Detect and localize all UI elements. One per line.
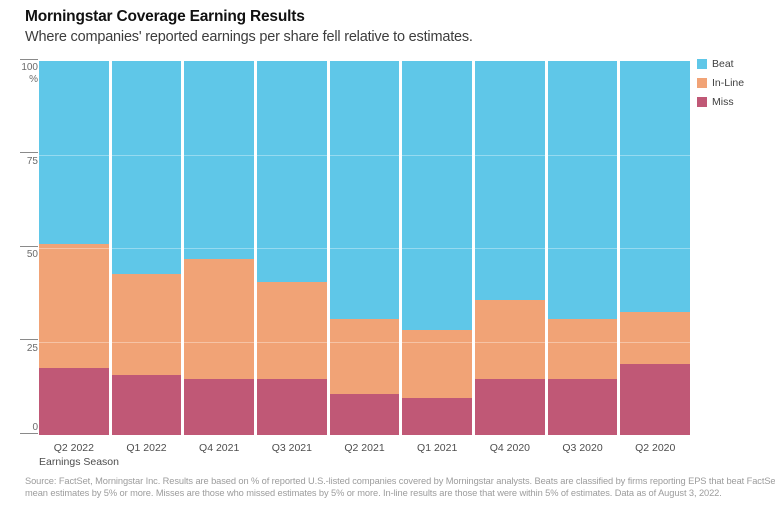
bar-segment-beat: [475, 61, 545, 301]
source-note: Source: FactSet, Morningstar Inc. Result…: [25, 475, 775, 499]
bar-segment-beat: [257, 61, 327, 282]
legend-swatch-icon: [697, 97, 707, 107]
legend-swatch-icon: [697, 59, 707, 69]
bar-segment-miss: [39, 367, 109, 435]
x-tick-label-q3-2020: Q3 2020: [562, 442, 603, 454]
bar-q3-2020: [547, 61, 618, 435]
y-tick-label-100: 100: [21, 62, 38, 73]
bar-segment-miss: [475, 378, 545, 435]
x-tick-label-q4-2020: Q4 2020: [489, 442, 531, 454]
y-tick-line-100: [20, 58, 38, 60]
gridline-50: [39, 248, 690, 249]
bar-segment-beat: [329, 61, 400, 320]
bar-q4-2020: [475, 61, 545, 435]
page-title: Morningstar Coverage Earning Results: [25, 8, 305, 25]
bar-q2-2022: [39, 61, 109, 435]
x-tick-label-q3-2021: Q3 2021: [271, 442, 312, 454]
x-axis: Q2 2022 Q1 2022 Q4 2021 Q3 2021 Q2 2021 Q1 20…: [39, 442, 690, 454]
y-tick-label-75: 75: [26, 155, 38, 167]
gridline-75: [39, 154, 690, 156]
gridline-25: [39, 341, 690, 343]
bar-q2-2021: [329, 61, 400, 435]
bar-segment-beat: [547, 61, 618, 320]
legend-label: In-Line: [712, 77, 745, 89]
bar-segment-miss: [111, 375, 182, 435]
bar-segment-in-line: [111, 274, 182, 376]
bar-segment-beat: [39, 61, 109, 245]
y-axis: 100% 75 50 25 0: [0, 58, 39, 435]
bar-q1-2022: [111, 61, 182, 435]
bar-q4-2021: [184, 61, 255, 435]
plot-area: [39, 61, 691, 435]
bar-segment-in-line: [39, 244, 109, 368]
bar-segment-in-line: [257, 281, 327, 379]
bar-q2-2020: [620, 61, 691, 435]
bar-segment-in-line: [620, 311, 691, 364]
bar-segment-miss: [329, 393, 400, 435]
legend-item-miss: Miss: [697, 96, 744, 108]
y-tick-line-50: [20, 245, 38, 247]
y-axis-unit: %: [29, 74, 38, 85]
legend-swatch-icon: [697, 78, 707, 88]
bar-segment-miss: [547, 378, 618, 435]
bar-segment-miss: [184, 378, 255, 435]
legend-item-in-line: In-Line: [697, 77, 744, 89]
bar-segment-beat: [620, 61, 691, 312]
bar-segment-in-line: [475, 300, 545, 379]
x-tick-label-q2-2021: Q2 2021: [344, 442, 385, 454]
bar-segment-in-line: [329, 319, 400, 394]
x-tick-label-q4-2021: Q4 2021: [199, 442, 240, 454]
y-tick-label-0: 0: [32, 422, 38, 433]
source-line-2: mean estimates by 5% or more. Misses are…: [25, 488, 722, 498]
bar-segment-beat: [111, 61, 182, 275]
bar-segment-miss: [402, 397, 473, 435]
legend-label: Beat: [712, 58, 734, 70]
y-tick-line-75: [20, 152, 38, 153]
bar-segment-beat: [184, 61, 255, 260]
bar-segment-in-line: [402, 330, 473, 398]
source-line-1: Source: FactSet, Morningstar Inc. Result…: [25, 476, 775, 486]
bar-segment-beat: [402, 61, 473, 331]
legend-label: Miss: [712, 96, 734, 108]
y-tick-label-50: 50: [26, 249, 38, 260]
bar-q1-2021: [402, 61, 473, 435]
bar-segment-in-line: [547, 319, 618, 379]
page-subtitle: Where companies' reported earnings per s…: [25, 29, 473, 45]
legend: Beat In-Line Miss: [697, 58, 744, 115]
y-tick-line-0: [20, 432, 38, 434]
x-axis-title: Earnings Season: [39, 456, 119, 468]
legend-item-beat: Beat: [697, 58, 744, 70]
x-tick-label-q2-2020: Q2 2020: [635, 442, 676, 454]
x-tick-label-q1-2021: Q1 2021: [417, 442, 458, 454]
x-tick-label-q1-2022: Q1 2022: [126, 442, 167, 454]
bar-q3-2021: [257, 61, 327, 435]
bar-segment-miss: [257, 378, 327, 435]
bar-segment-miss: [620, 363, 691, 435]
y-tick-label-25: 25: [26, 342, 38, 354]
x-tick-label-q2-2022: Q2 2022: [53, 442, 94, 454]
y-tick-line-25: [20, 339, 38, 340]
bar-segment-in-line: [184, 259, 255, 379]
